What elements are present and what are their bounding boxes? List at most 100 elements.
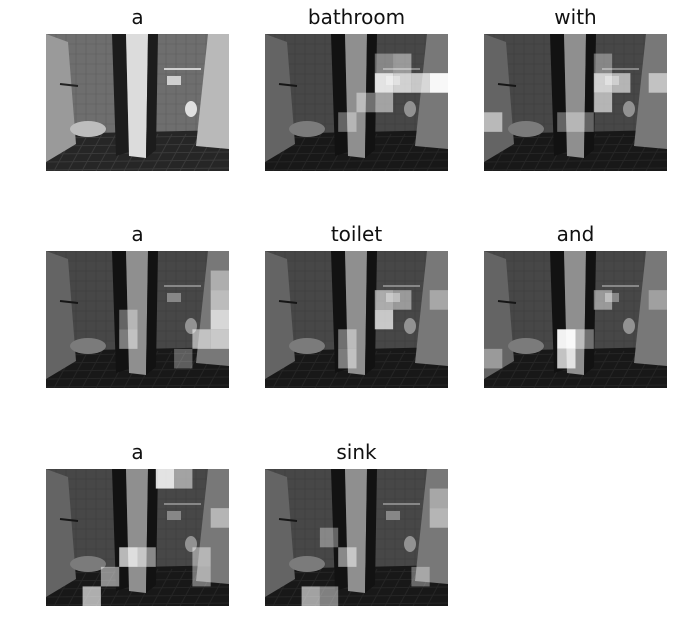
attention-cell	[319, 586, 339, 606]
floor-tile-line	[67, 133, 89, 171]
attention-cell	[612, 73, 631, 93]
toilet-right	[404, 318, 416, 334]
panel-word-title: a	[131, 222, 144, 246]
floor-tile-line	[46, 376, 229, 380]
floor-tile-line	[81, 133, 103, 171]
floor-tile-line	[95, 350, 117, 388]
paper-holder	[167, 76, 181, 85]
floor-tile-line	[46, 594, 229, 598]
paper-holder	[167, 293, 181, 302]
attention-cell	[192, 329, 211, 349]
right-door	[415, 469, 448, 584]
left-door	[46, 34, 76, 162]
toilet-left	[289, 338, 325, 354]
stall-frame-left	[550, 34, 567, 156]
bathroom-image	[46, 251, 229, 388]
attention-cell	[192, 547, 211, 567]
floor-tile-line	[265, 384, 448, 388]
floor-tile-line	[533, 133, 555, 171]
toilet-left	[508, 338, 544, 354]
grab-bar-left	[59, 300, 79, 304]
attention-cell	[119, 329, 138, 349]
left-door	[265, 469, 295, 597]
panel-word-title: and	[556, 222, 595, 246]
attention-cell	[210, 270, 229, 291]
bathroom-image	[265, 469, 448, 606]
right-door	[196, 34, 229, 149]
attention-cell	[593, 53, 613, 74]
floor-tile-line	[81, 350, 103, 388]
panel-word-title: sink	[336, 440, 377, 464]
bathroom-image	[46, 34, 229, 171]
stall-frame-right	[365, 251, 377, 375]
attention-cell	[429, 488, 448, 509]
attention-cell	[119, 309, 138, 330]
attention-dim	[46, 469, 229, 606]
attention-cell	[411, 73, 430, 93]
attention-cell	[484, 112, 503, 132]
bathroom-image	[265, 251, 448, 388]
attention-cell	[374, 73, 394, 93]
grab-bar-left	[278, 83, 298, 87]
right-door	[634, 251, 667, 366]
attention-cell	[319, 527, 339, 548]
panel-word-title: with	[554, 5, 597, 29]
attention-cell	[100, 566, 120, 587]
attention-panel: and	[484, 222, 667, 388]
stall-frame-right	[584, 251, 596, 375]
toilet-left	[70, 338, 106, 354]
attention-cell	[137, 547, 156, 567]
panel-word-title: a	[131, 440, 144, 464]
central-door	[564, 34, 586, 158]
attention-dim	[265, 469, 448, 606]
toilet-left	[289, 556, 325, 572]
bathroom-image	[484, 34, 667, 171]
floor-tile-line	[46, 167, 229, 171]
floor-tile-line	[484, 376, 667, 380]
attention-panel: a	[46, 222, 229, 388]
grab-bar-left	[497, 300, 517, 304]
attention-cell	[338, 348, 357, 369]
grab-bar-left	[59, 518, 79, 522]
stall-frame-right	[146, 34, 158, 158]
attention-cell	[356, 92, 375, 113]
grab-bar-left	[497, 83, 517, 87]
attention-cell	[648, 290, 667, 310]
toilet-left	[289, 121, 325, 137]
attention-cell	[557, 329, 576, 349]
right-door	[415, 251, 448, 366]
floor-tile-line	[67, 350, 89, 388]
attention-panel: toilet	[265, 222, 448, 388]
floor-tile-line	[314, 133, 336, 171]
stall-frame-right	[146, 251, 158, 375]
floor-tile-line	[265, 594, 448, 598]
toilet-right	[404, 536, 416, 552]
central-door	[126, 34, 148, 158]
attention-cell	[301, 586, 320, 606]
attention-panel: with	[484, 5, 667, 171]
panel-word-title: a	[131, 5, 144, 29]
left-door	[46, 469, 76, 597]
grab-bar-left	[278, 300, 298, 304]
floor-tile-line	[46, 602, 229, 606]
attention-cell	[338, 547, 357, 567]
attention-cell	[484, 348, 503, 369]
attention-cell	[393, 53, 412, 74]
central-door	[345, 34, 367, 158]
attention-dim	[265, 251, 448, 388]
attention-cell	[155, 469, 175, 489]
attention-cell	[393, 73, 412, 93]
panel-word-title: toilet	[330, 222, 383, 246]
central-door	[345, 251, 367, 375]
toilet-left	[70, 121, 106, 137]
toilet-left	[70, 556, 106, 572]
grab-bar-left	[59, 83, 79, 87]
floor-tile-line	[265, 602, 448, 606]
attention-cell	[393, 290, 412, 310]
toilet-right	[623, 318, 635, 334]
attention-cell	[338, 112, 357, 132]
attention-panel: a	[46, 5, 229, 171]
attention-cell	[557, 348, 576, 369]
panel-word-title: bathroom	[307, 5, 406, 29]
attention-dim	[484, 34, 667, 171]
